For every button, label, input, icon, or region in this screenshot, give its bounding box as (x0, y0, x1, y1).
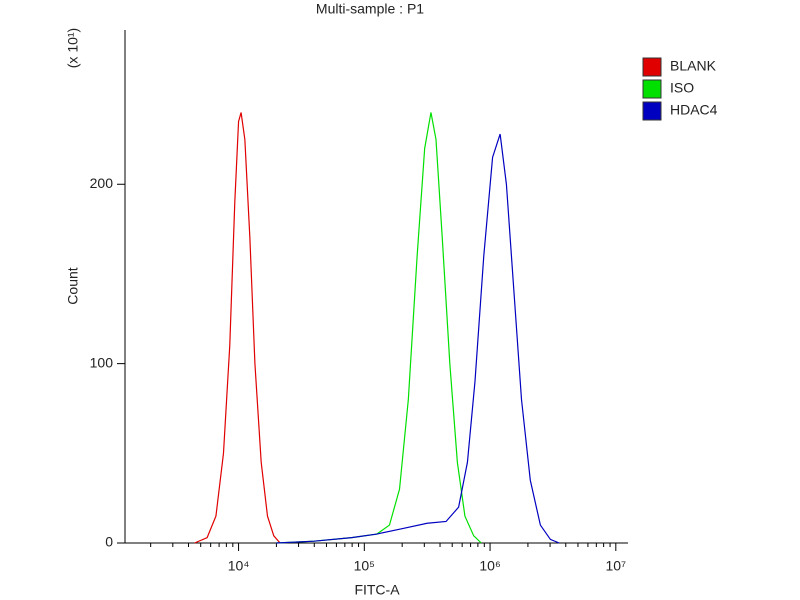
y-tick-label: 200 (90, 175, 114, 191)
y-axis-label: Count (65, 267, 81, 304)
x-tick-label: 10⁶ (479, 558, 500, 574)
histogram-line (276, 133, 560, 544)
y-tick-label: 0 (105, 534, 113, 550)
legend-label: BLANK (670, 58, 717, 74)
x-tick-label: 10⁴ (228, 558, 250, 574)
histogram-line (194, 112, 281, 544)
legend-swatch (642, 79, 662, 99)
legend-swatch (642, 101, 662, 121)
legend-swatch (642, 57, 662, 77)
legend-label: HDAC4 (670, 102, 718, 118)
x-tick-label: 10⁷ (605, 558, 626, 574)
chart-title: Multi-sample : P1 (316, 1, 424, 17)
legend-label: ISO (670, 80, 694, 96)
x-axis-label: FITC-A (354, 582, 400, 598)
x-tick-label: 10⁵ (354, 558, 375, 574)
y-tick-label: 100 (90, 354, 114, 370)
y-multiplier: (x 10¹) (65, 28, 81, 68)
histogram-line (276, 112, 482, 544)
